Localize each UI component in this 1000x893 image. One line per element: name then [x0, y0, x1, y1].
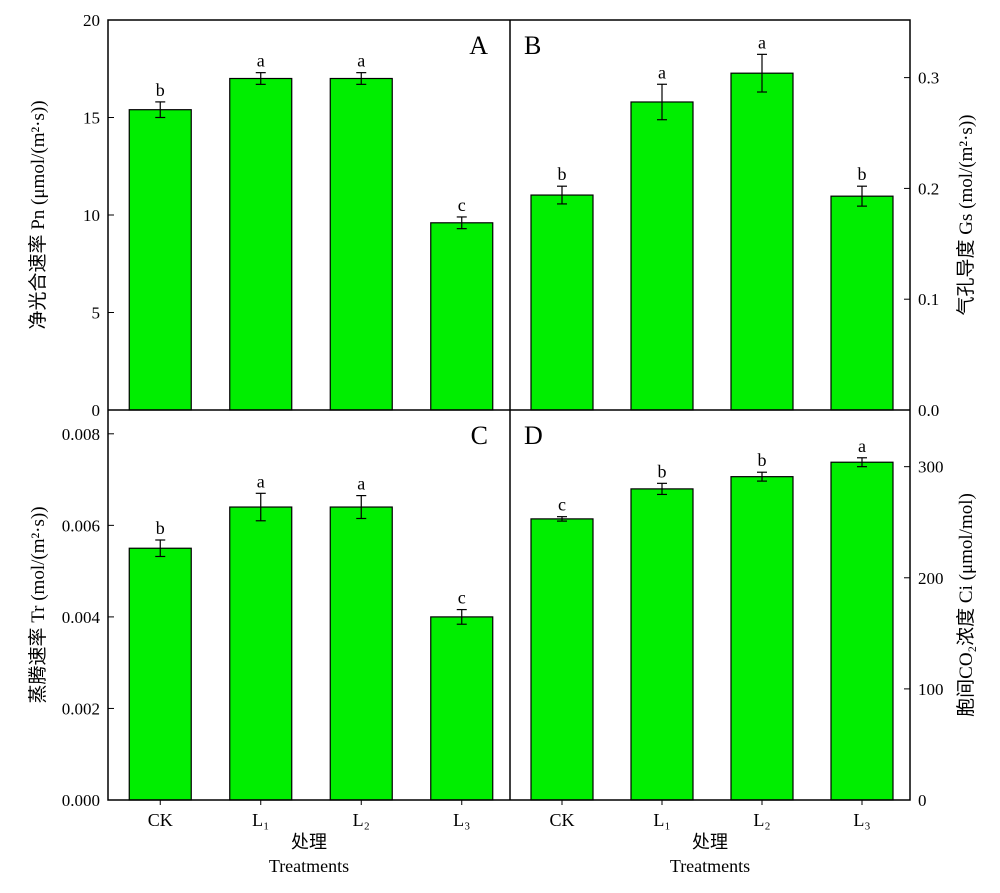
bar-B-L2 — [730, 72, 794, 411]
y-tick-label: 15 — [83, 109, 100, 128]
bar-A-L2 — [329, 77, 393, 411]
x-tick-label: L₂ — [753, 810, 770, 830]
y-axis-label: 气孔导度 Gs (mol/(m²·s)) — [955, 115, 977, 316]
significance-letter: b — [658, 461, 667, 481]
bar-D-CK — [530, 518, 594, 801]
bar-D-L3 — [830, 461, 894, 801]
y-tick-label: 0.3 — [918, 69, 939, 88]
y-tick-label: 0 — [918, 791, 927, 810]
x-axis-label-cn: 处理 — [692, 832, 728, 852]
bar-C-L3 — [430, 616, 494, 801]
panel-label: A — [469, 31, 488, 60]
y-tick-label: 0.004 — [62, 608, 101, 627]
y-tick-label: 0.2 — [918, 179, 939, 198]
significance-letter: a — [357, 51, 365, 71]
x-tick-label: L₃ — [853, 810, 870, 830]
x-tick-label: L₃ — [453, 810, 470, 830]
significance-letter: b — [156, 80, 165, 100]
y-tick-label: 0 — [92, 401, 101, 420]
significance-letter: b — [558, 164, 567, 184]
significance-letter: a — [858, 436, 866, 456]
significance-letter: c — [558, 495, 566, 515]
significance-letter: a — [257, 51, 265, 71]
x-axis-label-en: Treatments — [269, 856, 349, 876]
significance-letter: a — [357, 474, 365, 494]
x-tick-label: L₂ — [353, 810, 370, 830]
bar-B-CK — [530, 194, 594, 411]
significance-letter: c — [458, 195, 466, 215]
bar-C-L1 — [229, 506, 293, 801]
y-tick-label: 300 — [918, 458, 944, 477]
y-tick-label: 0.1 — [918, 290, 939, 309]
significance-letter: b — [156, 518, 165, 538]
bar-B-L1 — [630, 101, 694, 411]
panel-label: B — [524, 31, 541, 60]
significance-letter: b — [858, 164, 867, 184]
x-tick-label: CK — [148, 810, 173, 830]
bar-B-L3 — [830, 195, 894, 411]
significance-letter: a — [758, 32, 766, 52]
bar-D-L1 — [630, 488, 694, 801]
bar-D-L2 — [730, 476, 794, 801]
y-tick-label: 10 — [83, 206, 100, 225]
panel-label: C — [471, 421, 488, 450]
bar-A-CK — [128, 109, 192, 411]
bar-C-CK — [128, 547, 192, 801]
x-axis-label-cn: 处理 — [291, 832, 327, 852]
y-axis-label: 胞间CO₂浓度 Ci (μmol/mol) — [955, 493, 977, 717]
y-tick-label: 0.008 — [62, 425, 100, 444]
y-tick-label: 100 — [918, 680, 944, 699]
significance-letter: c — [458, 588, 466, 608]
y-tick-label: 0.006 — [62, 516, 100, 535]
x-tick-label: L₁ — [653, 810, 670, 830]
y-axis-label: 净光合速率 Pn (μmol/(m²·s)) — [27, 100, 49, 329]
x-tick-label: CK — [549, 810, 574, 830]
y-tick-label: 0.002 — [62, 699, 100, 718]
significance-letter: b — [758, 450, 767, 470]
y-tick-label: 200 — [918, 569, 944, 588]
x-tick-label: L₁ — [252, 810, 269, 830]
y-axis-label: 蒸腾速率 Tr (mol/(m²·s)) — [27, 506, 49, 703]
y-tick-label: 0.000 — [62, 791, 100, 810]
bar-C-L2 — [329, 506, 393, 801]
significance-letter: a — [658, 62, 666, 82]
y-tick-label: 0.0 — [918, 401, 939, 420]
bar-A-L3 — [430, 222, 494, 411]
panel-label: D — [524, 421, 543, 450]
x-axis-label-en: Treatments — [670, 856, 750, 876]
y-tick-label: 20 — [83, 11, 100, 30]
significance-letter: a — [257, 471, 265, 491]
bar-A-L1 — [229, 77, 293, 411]
y-tick-label: 5 — [92, 304, 101, 323]
